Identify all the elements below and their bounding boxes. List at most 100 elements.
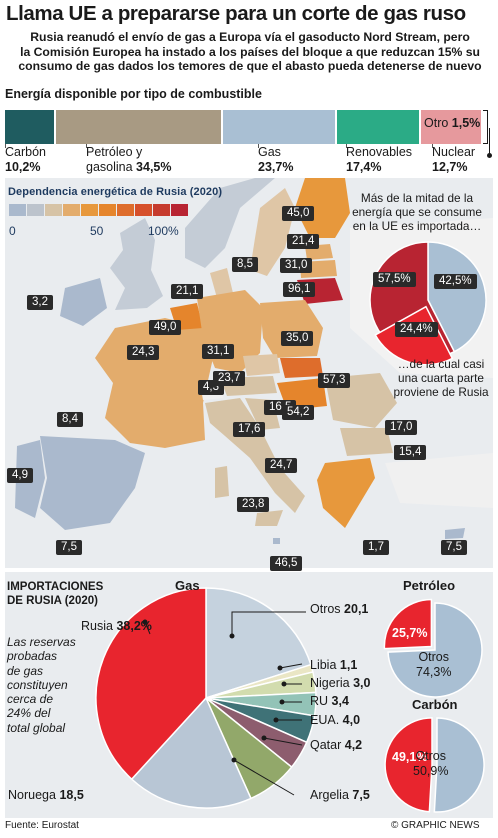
pie-slice-russia — [384, 717, 433, 813]
map-value-label: 15,4 — [394, 445, 427, 460]
gas-reserves-note: Las reservas probadas de gas constituyen… — [7, 635, 79, 735]
map-value-label: 7,5 — [441, 540, 467, 555]
gas-slice-name: EUA. — [310, 713, 343, 727]
small-pie-other-name: Otros — [418, 650, 449, 664]
energy-segment-value: 23,7% — [258, 159, 294, 174]
gas-leader-line — [263, 737, 303, 746]
gas-leader-line — [279, 663, 303, 669]
note-line: constituyen — [7, 677, 68, 692]
gas-slice-value: 38,2% — [116, 619, 152, 633]
map-value-label: 24,3 — [127, 345, 160, 360]
scale-swatch — [81, 204, 98, 216]
gas-slice-label: RU 3,4 — [310, 694, 349, 708]
map-value-label: 17,6 — [233, 422, 266, 437]
gas-slice-value: 3,4 — [331, 694, 349, 708]
energy-segment-label-line: Carbón — [5, 145, 46, 160]
energy-segment-name: gasolina — [86, 159, 133, 174]
map-value-label: 7,5 — [56, 540, 82, 555]
gas-slice-label: Qatar 4,2 — [310, 738, 362, 752]
pie-label-imported: 57,5% — [373, 272, 416, 287]
gas-slice-label: EUA. 4,0 — [310, 713, 360, 727]
note-line: Las reservas — [7, 635, 76, 649]
energy-other-pointer — [489, 128, 490, 154]
energy-segment-value: 12,7% — [432, 159, 468, 174]
country-uk — [110, 218, 163, 310]
small-pie-other-name: Otros — [415, 749, 446, 763]
scale-swatch — [171, 204, 188, 216]
country-sicily — [255, 510, 283, 526]
pie-slice-others — [387, 602, 483, 698]
map-value-label: 8,5 — [232, 257, 258, 272]
gas-leader-dot — [142, 619, 148, 625]
gas-slice-label: Otros 20,1 — [310, 602, 368, 616]
country-italy — [205, 398, 305, 513]
pie-slice-domestic — [427, 241, 487, 353]
energy-label-other: Otro 1,5% — [424, 116, 480, 130]
gas-leader-dot — [281, 681, 287, 687]
map-value-label: 21,1 — [171, 284, 204, 299]
gas-leader-dot — [231, 757, 237, 763]
gas-leader-dot — [279, 699, 285, 705]
map-value-label: 1,7 — [363, 540, 389, 555]
energy-other-dot — [487, 153, 492, 158]
country-denmark — [210, 268, 233, 298]
energy-segment-value: 17,4% — [346, 159, 382, 174]
gas-leader-dot — [273, 717, 279, 723]
energy-segment-label-line: 17,4% — [346, 160, 412, 175]
energy-segment-divider — [419, 110, 422, 144]
gas-slice-name: Noruega — [8, 788, 60, 802]
gas-slice-value: 4,0 — [342, 713, 361, 727]
subtitle-line: Rusia reanudó el envío de gas a Europa v… — [30, 30, 470, 44]
source-note: Fuente: Eurostat — [5, 820, 79, 831]
gas-slice-value: 1,1 — [339, 658, 358, 672]
pie-label-russia: 24,4% — [395, 322, 438, 337]
map-value-label: 4,9 — [7, 468, 33, 483]
map-value-label: 17,0 — [385, 420, 418, 435]
map-value-label: 8,4 — [57, 412, 83, 427]
energy-label-tick — [346, 144, 347, 148]
energy-segment — [220, 110, 336, 144]
country-norway — [185, 178, 275, 268]
note-line: cerca de — [7, 692, 54, 707]
scale-label: 0 — [9, 224, 16, 238]
gas-slice-value: 7,5 — [352, 788, 370, 802]
map-value-label: 57,3 — [318, 373, 351, 388]
small-pie-other-label: Otros 74,3% — [416, 650, 451, 680]
small-pie-russia-value: 49,1% — [392, 750, 428, 764]
map-value-label: 96,1 — [283, 282, 316, 297]
gas-slice-name: RU — [310, 694, 332, 708]
callout-bottom: …de la cual casi una cuarta parte provie… — [392, 357, 490, 399]
map-value-label: 49,0 — [149, 320, 182, 335]
scale-swatch — [27, 204, 44, 216]
country-bulgaria — [340, 428, 393, 456]
energy-segment-divider — [335, 110, 338, 144]
callout-top-line: en la UE es importada… — [352, 219, 482, 233]
energy-chart-title: Energía disponible por tipo de combustib… — [5, 87, 262, 101]
scale-swatch — [99, 204, 116, 216]
note-line: total global — [7, 720, 66, 735]
energy-segment-name: Petróleo y — [86, 145, 143, 159]
callout-bottom-line: …de la cual casi — [397, 357, 485, 371]
small-pie-other-value: 74,3% — [416, 665, 452, 679]
coal-pie-title: Carbón — [412, 697, 458, 712]
energy-segment-label-line: 10,2% — [5, 160, 46, 175]
gas-pie-leaders — [142, 611, 306, 796]
map-value-label: 54,2 — [282, 405, 315, 420]
scale-swatch — [9, 204, 26, 216]
country-france — [95, 318, 213, 448]
gas-leader-line — [231, 611, 306, 636]
callout-bottom-line: proviene de Rusia — [393, 385, 489, 399]
map-value-label: 45,0 — [282, 206, 315, 221]
petroleum-pie-title: Petróleo — [403, 578, 456, 593]
gas-leader-dot — [229, 633, 235, 639]
pie-slice-russia — [383, 598, 433, 650]
imports-title-line: DE RUSIA (2020) — [7, 595, 98, 607]
callout-bottom-line: una cuarta parte — [398, 371, 484, 385]
gas-slice-value: 20,1 — [344, 602, 369, 616]
note-line: de gas — [7, 663, 44, 678]
energy-segment-label: Gas 23,7% — [258, 145, 293, 174]
energy-segment-label: Petróleo y gasolina 34,5% — [86, 145, 172, 174]
energy-segment-value: 10,2% — [5, 159, 41, 174]
gas-slice-label: Noruega 18,5 — [8, 788, 84, 802]
gas-slice-label: Nigeria 3,0 — [310, 676, 370, 690]
